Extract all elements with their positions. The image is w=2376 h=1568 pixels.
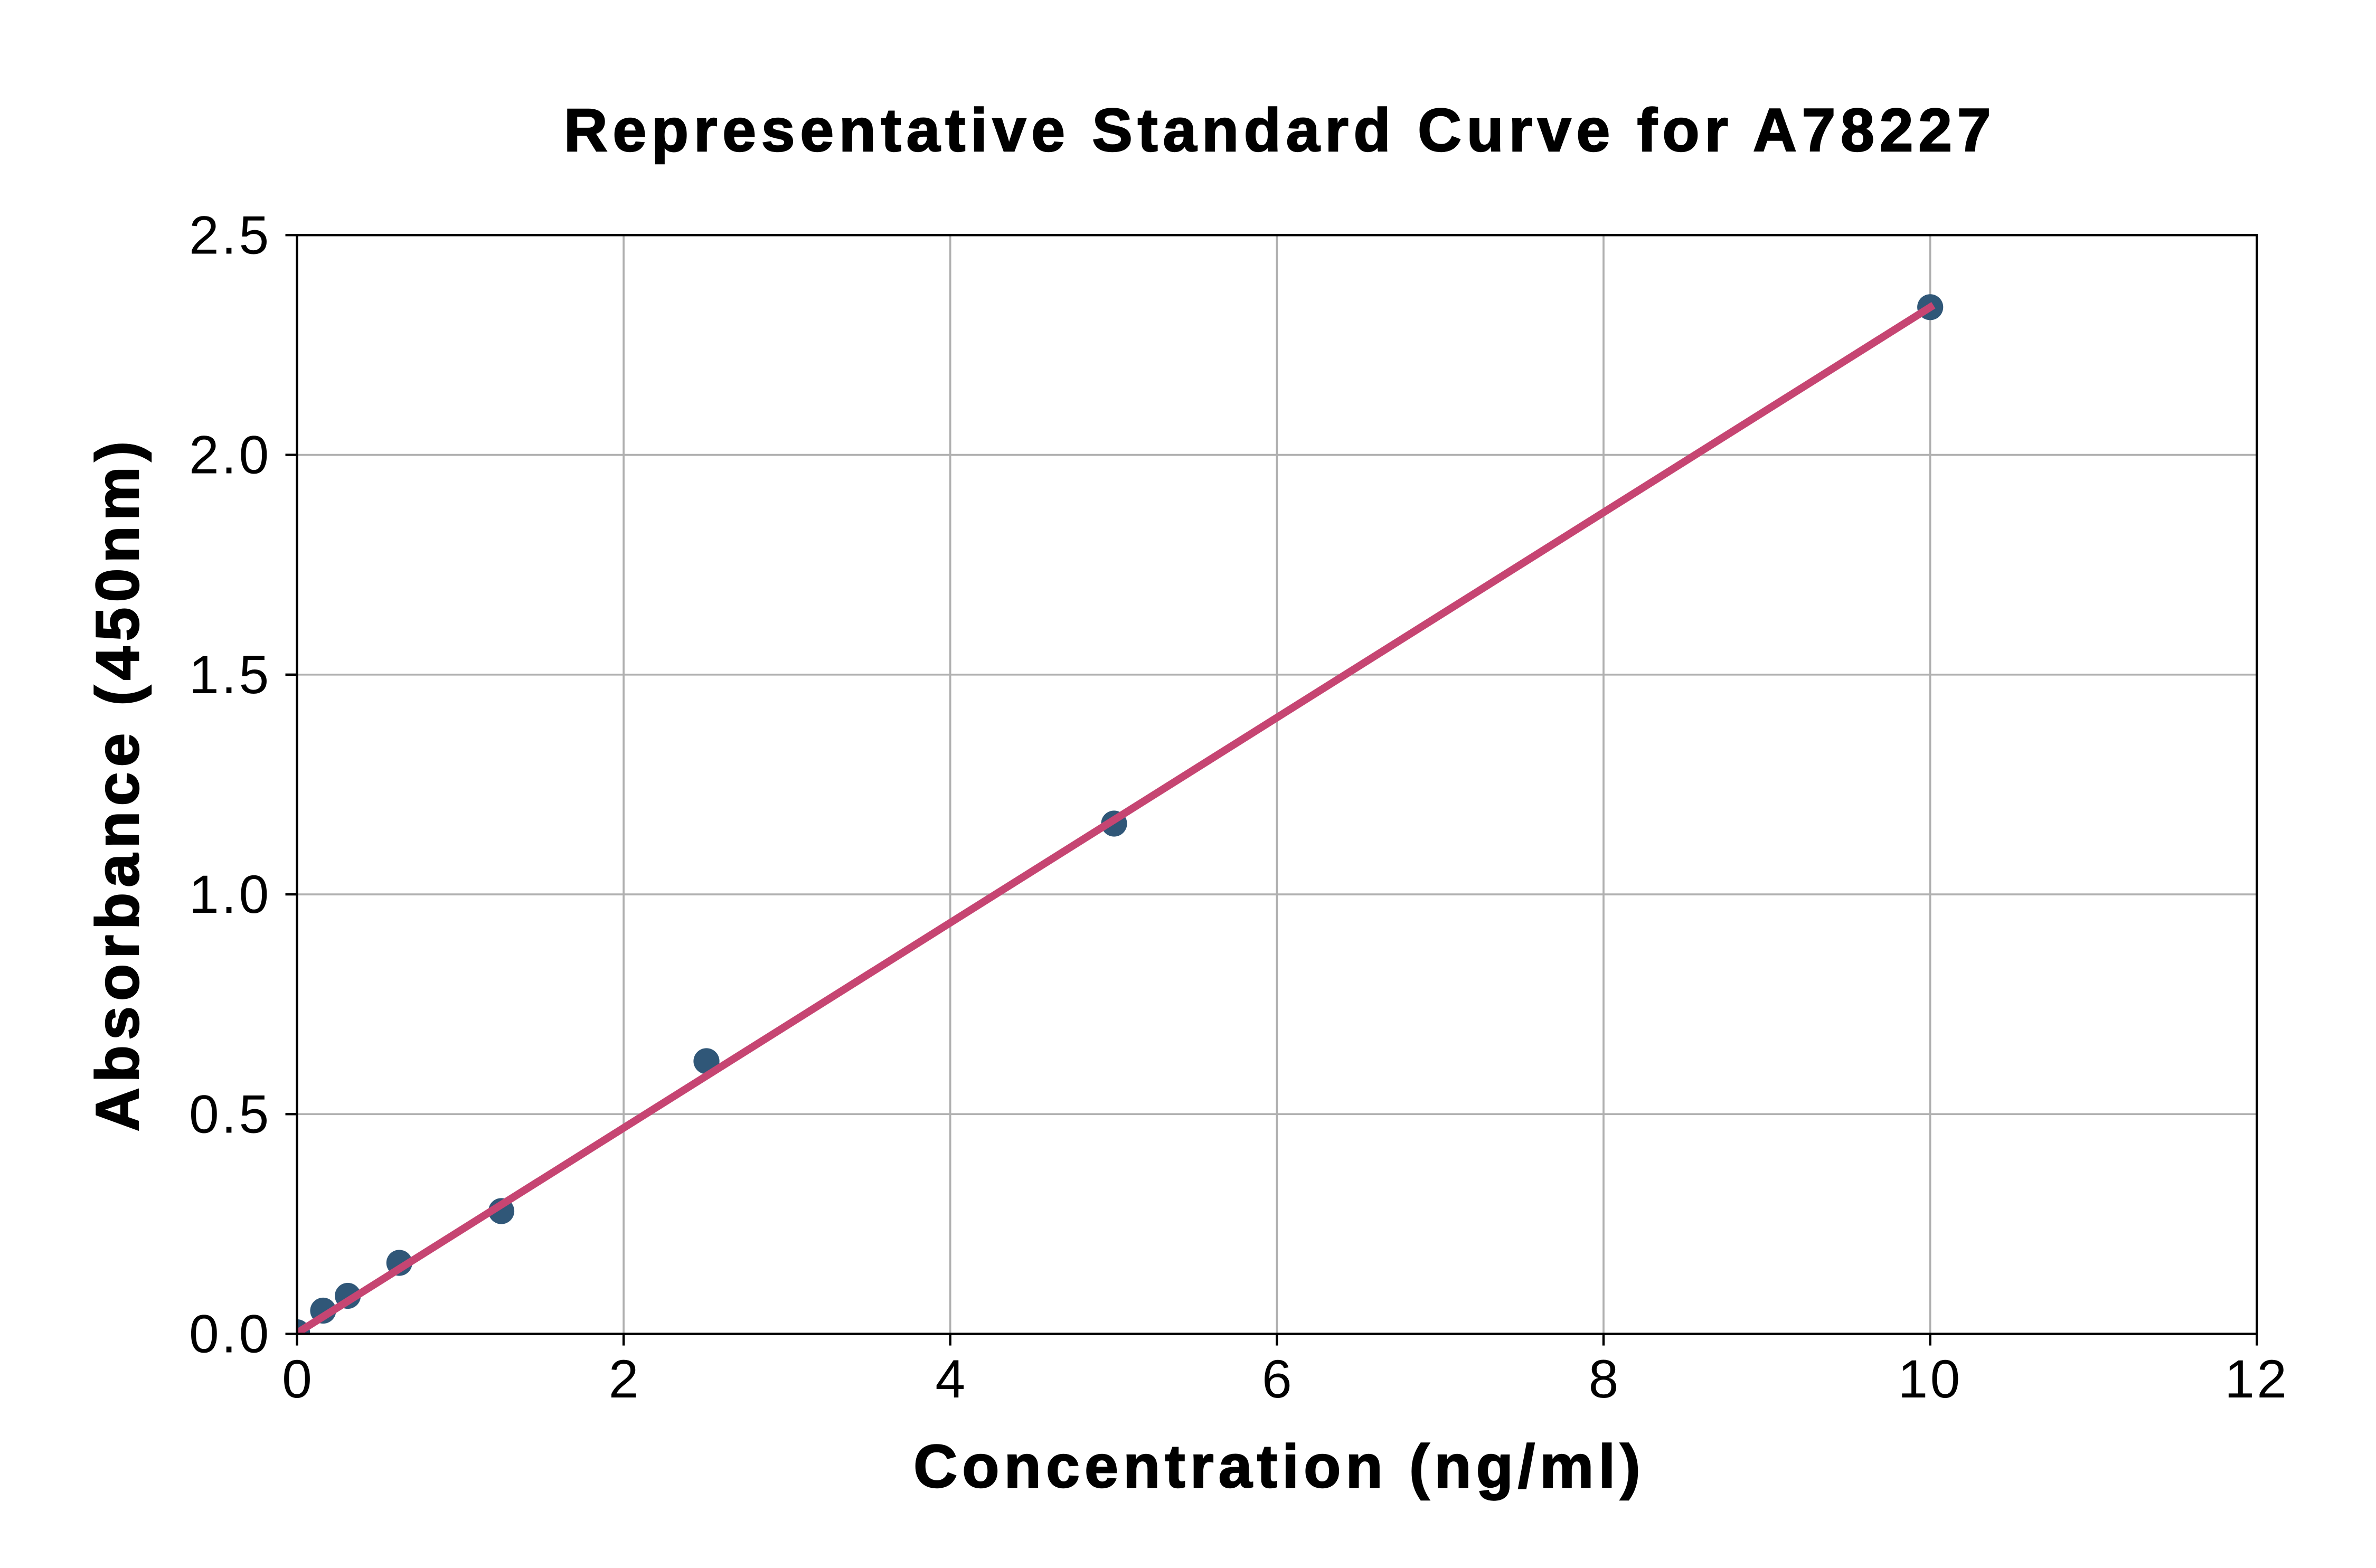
svg-text:8: 8 xyxy=(1589,1349,1619,1409)
svg-text:2.5: 2.5 xyxy=(189,205,271,265)
svg-text:0.5: 0.5 xyxy=(189,1084,271,1144)
svg-text:12: 12 xyxy=(2224,1349,2289,1409)
svg-text:2.0: 2.0 xyxy=(189,425,271,485)
svg-text:10: 10 xyxy=(1898,1349,1962,1409)
svg-text:1.5: 1.5 xyxy=(189,645,271,705)
svg-text:2: 2 xyxy=(609,1349,639,1409)
svg-text:1.0: 1.0 xyxy=(189,864,271,924)
svg-text:Absorbance (450nm): Absorbance (450nm) xyxy=(84,436,152,1132)
svg-text:4: 4 xyxy=(935,1349,965,1409)
svg-text:0.0: 0.0 xyxy=(189,1304,271,1364)
svg-text:Representative Standard Curve: Representative Standard Curve for A78227 xyxy=(564,97,1996,164)
svg-text:6: 6 xyxy=(1262,1349,1292,1409)
svg-text:Concentration (ng/ml): Concentration (ng/ml) xyxy=(913,1433,1645,1500)
svg-text:0: 0 xyxy=(282,1349,312,1409)
